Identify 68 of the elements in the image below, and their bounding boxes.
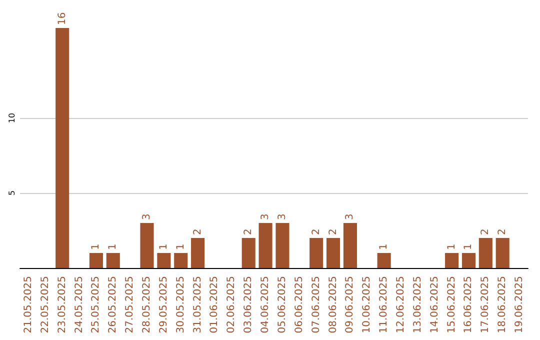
data-label: 3	[142, 214, 152, 220]
x-tick-label: 18.06.2025	[497, 276, 508, 334]
x-tick-label: 07.06.2025	[310, 276, 322, 334]
y-tick-label: 10	[8, 112, 16, 124]
x-tick-label: 17.06.2025	[480, 276, 492, 334]
data-label: 1	[158, 244, 170, 250]
x-tick-label: 10.06.2025	[362, 276, 373, 334]
x-tick-label: 01.06.2025	[209, 276, 220, 334]
data-label: 2	[480, 228, 492, 235]
x-tick-label: 31.05.2025	[192, 276, 204, 334]
data-label: 2	[192, 228, 204, 235]
x-tick-label: 02.06.2025	[226, 276, 238, 334]
x-tick-label: 13.06.2025	[412, 276, 424, 334]
data-label: 3	[344, 214, 356, 220]
data-label: 2	[497, 228, 508, 235]
data-label: 2	[243, 228, 254, 235]
data-label: 1	[108, 244, 119, 250]
bar	[174, 253, 188, 268]
x-tick-label: 06.06.2025	[294, 276, 305, 334]
data-label: 16	[56, 12, 68, 25]
x-tick-label: 16.06.2025	[463, 276, 474, 334]
x-tick-label: 24.05.2025	[74, 276, 85, 334]
x-tick-label: 04.06.2025	[260, 276, 272, 334]
x-tick-label: 15.06.2025	[446, 276, 458, 334]
data-label: 2	[328, 228, 339, 235]
bar	[242, 238, 256, 268]
x-tick-label: 05.06.2025	[276, 276, 288, 334]
bar	[462, 253, 476, 268]
bar	[276, 223, 290, 268]
data-label: 1	[90, 244, 102, 250]
x-tick-label: 08.06.2025	[328, 276, 339, 334]
x-tick-label: 12.06.2025	[396, 276, 406, 334]
bar	[191, 238, 205, 268]
data-label: 1	[463, 244, 474, 250]
data-label: 2	[310, 228, 322, 235]
bar	[478, 238, 492, 268]
x-tick-label: 23.05.2025	[56, 276, 68, 334]
bar	[56, 28, 70, 268]
x-tick-label: 21.05.2025	[22, 276, 34, 334]
data-label: 1	[175, 244, 186, 250]
bar	[326, 238, 340, 268]
bar	[343, 223, 357, 268]
bar	[157, 253, 171, 268]
x-tick-label: 26.05.2025	[108, 276, 119, 334]
bar	[310, 238, 324, 268]
x-tick-label: 22.05.2025	[40, 276, 51, 334]
x-tick-label: 27.05.2025	[124, 276, 136, 334]
bar	[89, 253, 103, 268]
data-label: 3	[276, 214, 288, 220]
x-tick-label: 03.06.2025	[243, 276, 254, 334]
x-tick-label: 14.06.2025	[429, 276, 440, 334]
data-label: 3	[260, 214, 272, 220]
bar	[258, 223, 272, 268]
data-label: 1	[378, 244, 390, 250]
data-label: 1	[446, 244, 458, 250]
bar	[377, 253, 391, 268]
bar	[106, 253, 120, 268]
bar	[140, 223, 154, 268]
x-tick-label: 09.06.2025	[344, 276, 356, 334]
x-tick-label: 30.05.2025	[175, 276, 186, 334]
y-tick-label: 5	[8, 190, 16, 196]
x-tick-label: 11.06.2025	[378, 276, 390, 334]
x-tick-label: 19.06.2025	[514, 276, 526, 334]
x-tick-label: 28.05.2025	[142, 276, 152, 334]
x-tick-label: 29.05.2025	[158, 276, 170, 334]
bar	[445, 253, 459, 268]
bar	[496, 238, 510, 268]
x-tick-label: 25.05.2025	[90, 276, 102, 334]
